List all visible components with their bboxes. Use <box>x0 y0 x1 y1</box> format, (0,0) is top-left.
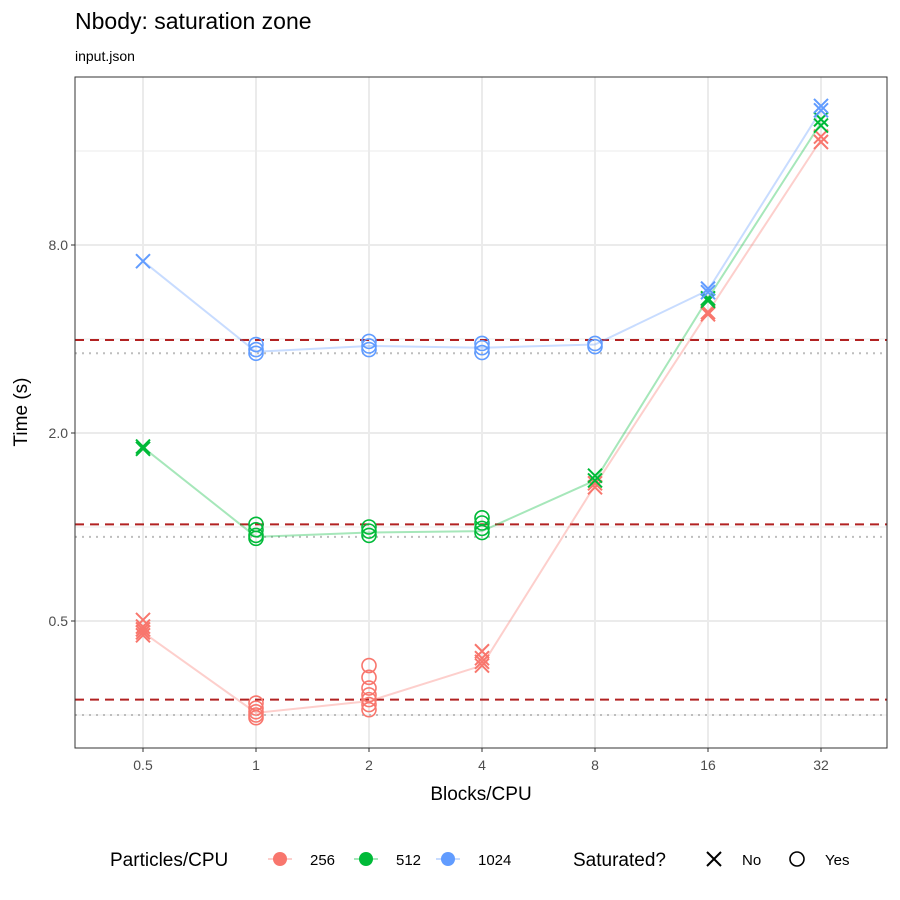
x-tick-label: 4 <box>478 757 486 773</box>
data-point-x <box>135 627 151 643</box>
data-point-circle <box>361 696 377 713</box>
data-point-circle <box>361 691 377 708</box>
data-point-x <box>587 475 603 492</box>
y-tick-label: 8.0 <box>49 237 69 253</box>
data-point-x <box>135 438 151 455</box>
x-tick-label: 2 <box>365 757 373 773</box>
data-point-circle <box>361 338 377 354</box>
x-tick-label: 16 <box>700 757 716 773</box>
data-point-circle <box>248 700 264 716</box>
data-point-circle <box>361 657 377 674</box>
legend-label-256: 256 <box>310 852 335 869</box>
data-point-circle <box>474 515 490 531</box>
data-point-x <box>587 472 603 489</box>
data-point-circle <box>361 680 377 696</box>
y-axis: 0.5 2.0 8.0 <box>49 237 75 629</box>
y-tick-label: 2.0 <box>49 425 69 441</box>
data-point-x <box>813 128 829 145</box>
legend-label-512: 512 <box>396 852 421 869</box>
legend-circle-icon <box>789 851 805 867</box>
y-tick-label: 0.5 <box>49 613 69 629</box>
data-point-x <box>700 306 716 322</box>
data-point-x <box>813 117 829 134</box>
data-point-circle <box>361 523 377 539</box>
data-point-circle <box>361 333 377 350</box>
x-axis-label: Blocks/CPU <box>430 784 531 805</box>
chart-title: Nbody: saturation zone <box>75 8 312 34</box>
data-points <box>135 98 829 726</box>
data-point-circle <box>361 341 377 358</box>
y-axis-label: Time (s) <box>11 378 32 447</box>
legend-label-1024: 1024 <box>478 852 511 869</box>
legend-dot-256 <box>273 852 287 866</box>
x-tick-label: 8 <box>591 757 599 773</box>
data-point-circle <box>248 709 264 726</box>
data-point-circle <box>474 520 490 537</box>
data-point-x <box>135 253 151 269</box>
data-point-circle <box>248 341 264 358</box>
data-point-circle <box>248 530 264 547</box>
data-point-x <box>813 98 829 114</box>
x-tick-label: 32 <box>813 757 829 773</box>
x-tick-label: 1 <box>252 757 260 773</box>
data-point-x <box>813 134 829 150</box>
data-point-x <box>700 304 716 320</box>
data-point-x <box>587 467 603 484</box>
legend: Particles/CPU Saturated? 256 512 1024 No Yes <box>110 850 849 871</box>
data-point-circle <box>474 344 490 361</box>
panel-border <box>74 76 888 749</box>
data-point-circle <box>474 335 490 352</box>
data-point-circle <box>248 521 264 538</box>
data-point-circle <box>361 669 377 686</box>
x-tick-label: 0.5 <box>133 757 153 773</box>
legend-label-no: No <box>742 852 761 869</box>
data-point-x <box>474 650 490 666</box>
legend-label-yes: Yes <box>825 852 849 869</box>
chart-subtitle: input.json <box>75 48 135 64</box>
data-point-x <box>474 654 490 670</box>
data-point-circle <box>474 339 490 356</box>
legend-dot-512 <box>359 852 373 866</box>
data-point-x <box>700 284 716 300</box>
data-point-circle <box>361 701 377 718</box>
data-point-x <box>474 657 490 674</box>
data-point-circle <box>361 527 377 544</box>
legend-dot-1024 <box>441 852 455 866</box>
color-legend-title: Particles/CPU <box>110 850 228 871</box>
data-point-circle <box>587 338 603 355</box>
data-point-x <box>135 621 151 638</box>
data-point-x <box>135 441 151 457</box>
data-point-circle <box>361 519 377 535</box>
data-point-x <box>587 479 603 496</box>
data-point-circle <box>474 524 490 541</box>
legend-x-icon <box>706 851 722 867</box>
data-point-x <box>813 102 829 119</box>
data-point-circle <box>361 687 377 703</box>
x-axis: 0.5 1 2 4 8 16 32 <box>133 748 829 773</box>
data-point-x <box>700 280 716 297</box>
data-point-circle <box>248 345 264 362</box>
shape-legend-title: Saturated? <box>573 850 666 871</box>
grid <box>75 77 887 748</box>
data-point-circle <box>248 336 264 353</box>
data-point-x <box>135 624 151 641</box>
